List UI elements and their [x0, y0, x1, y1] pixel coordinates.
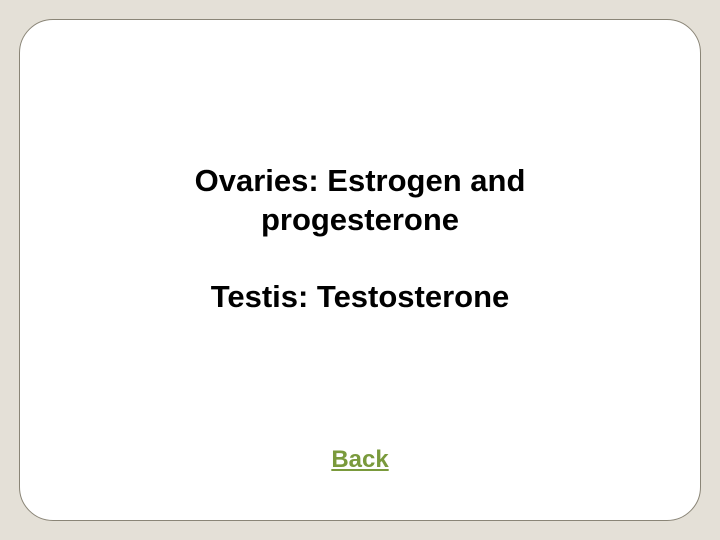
- slide-card: Ovaries: Estrogen and progesterone Testi…: [19, 19, 701, 521]
- spacer: [80, 240, 640, 278]
- content-block: Ovaries: Estrogen and progesterone Testi…: [20, 162, 700, 316]
- back-link[interactable]: Back: [331, 446, 388, 473]
- text-line-1: Ovaries: Estrogen and: [80, 162, 640, 201]
- text-line-3: Testis: Testosterone: [80, 278, 640, 317]
- text-line-2: progesterone: [80, 201, 640, 240]
- back-link-container: Back: [20, 446, 700, 474]
